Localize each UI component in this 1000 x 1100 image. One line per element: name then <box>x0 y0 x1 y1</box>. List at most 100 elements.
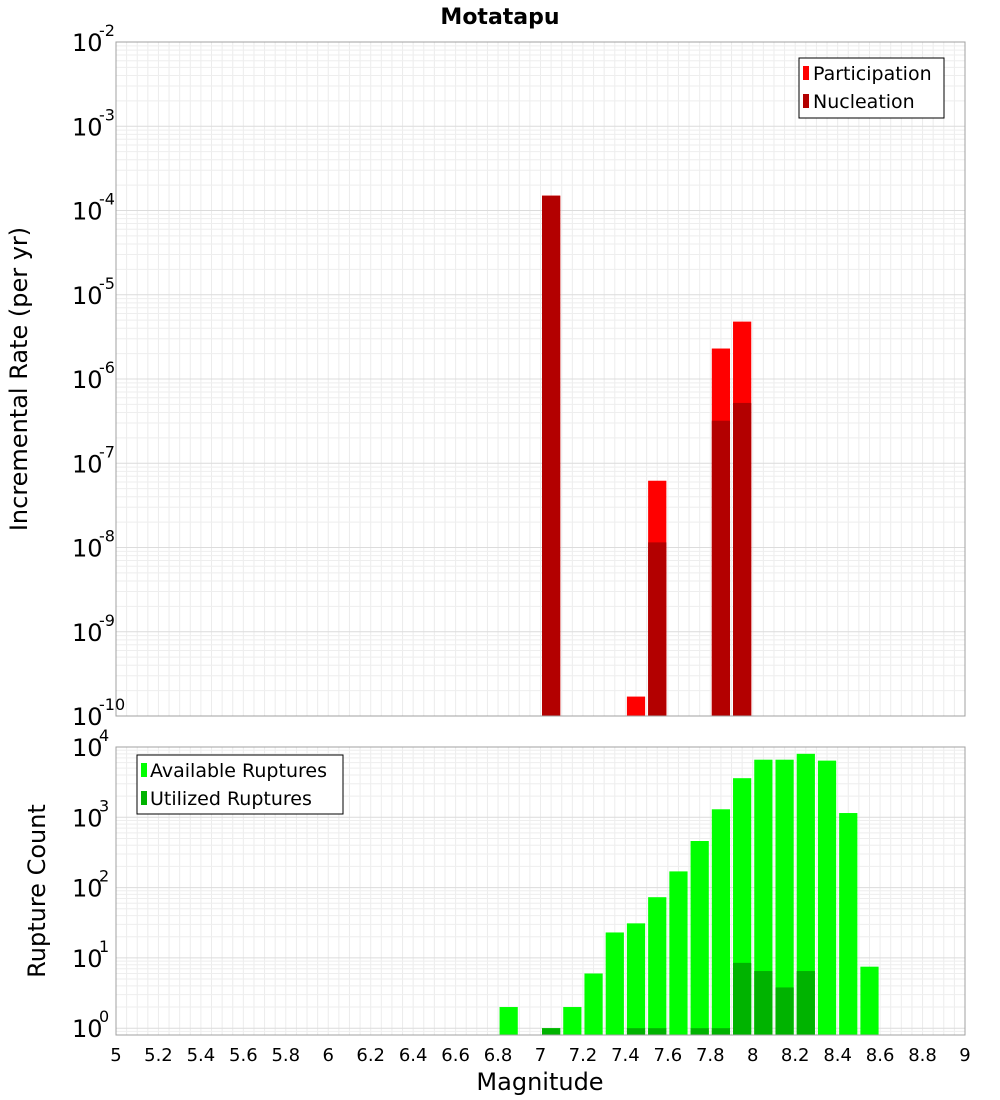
bottom-bar-utilized-ruptures <box>775 987 794 1035</box>
top-y-tick-label: 10-8 <box>72 527 115 563</box>
top-legend-box <box>798 57 945 119</box>
y-tick-exponent: -7 <box>99 442 115 461</box>
bottom-y-tick-label: 100 <box>72 1007 109 1043</box>
bottom-bar-available-ruptures <box>648 897 667 1035</box>
bottom-plot-frame <box>115 746 966 1036</box>
bottom-bar-utilized-ruptures <box>542 1028 561 1035</box>
bottom-legend: Available Ruptures Utilized Ruptures <box>136 754 344 815</box>
y-tick-base: 10 <box>72 945 103 973</box>
top-y-tick-label: 10-10 <box>72 695 125 731</box>
top-legend: Participation Nucleation <box>798 57 945 119</box>
bottom-y-tick-label: 102 <box>72 867 109 903</box>
x-tick-label: 6 <box>323 1045 334 1066</box>
y-tick-exponent: 3 <box>99 796 109 815</box>
top-y-tick-label: 10-2 <box>72 21 115 57</box>
top-y-tick-label: 10-9 <box>72 611 115 647</box>
x-tick-label: 7.4 <box>611 1045 640 1066</box>
y-tick-base: 10 <box>72 198 103 226</box>
x-tick-label: 5.4 <box>187 1045 216 1066</box>
bottom-bar-available-ruptures <box>796 753 815 1035</box>
y-tick-exponent: -3 <box>99 105 115 124</box>
x-tick-label: 8.2 <box>781 1045 810 1066</box>
bottom-bar-utilized-ruptures <box>796 971 815 1035</box>
x-tick-label: 6.2 <box>356 1045 385 1066</box>
bottom-bar-available-ruptures <box>499 1007 518 1035</box>
x-tick-labels: 5 5.2 5.4 5.6 5.8 6 6.2 6.4 6.6 6.8 7 7.2 7.4 7.6 7.8 8… <box>110 1045 970 1066</box>
bottom-bar-available-ruptures <box>711 809 731 1035</box>
bottom-bar-utilized-ruptures <box>754 971 773 1035</box>
top-plot-frame <box>115 41 966 717</box>
x-tick-label: 5.8 <box>271 1045 300 1066</box>
x-tick-label: 6.4 <box>399 1045 428 1066</box>
utilized-ruptures-legend-label: Utilized Ruptures <box>150 788 312 810</box>
top-plot-bars <box>542 195 752 716</box>
bottom-bar-available-ruptures <box>817 760 837 1035</box>
bottom-y-axis-title: Rupture Count <box>23 804 51 978</box>
bottom-plot-bars <box>499 753 879 1035</box>
top-bar-participation <box>626 696 646 716</box>
bottom-bar-utilized-ruptures <box>626 1028 646 1035</box>
x-tick-label: 8.4 <box>823 1045 852 1066</box>
y-tick-exponent: -6 <box>99 358 115 377</box>
y-tick-base: 10 <box>72 113 103 141</box>
y-tick-exponent: -5 <box>99 274 115 293</box>
x-tick-label: 9 <box>959 1045 970 1066</box>
y-tick-base: 10 <box>72 804 103 832</box>
chart-title: Motatapu <box>440 5 559 30</box>
x-tick-label: 7.2 <box>569 1045 598 1066</box>
top-y-tick-label: 10-4 <box>72 190 115 226</box>
y-tick-exponent: -2 <box>99 21 115 40</box>
bottom-bar-utilized-ruptures <box>711 1028 731 1035</box>
top-bar-nucleation <box>648 542 667 716</box>
bottom-bar-available-ruptures <box>860 966 879 1035</box>
top-plot-grid <box>116 41 965 717</box>
bottom-bar-available-ruptures <box>605 932 624 1035</box>
y-tick-base: 10 <box>72 703 103 731</box>
bottom-legend-box <box>136 754 344 815</box>
bottom-bar-available-ruptures <box>669 871 688 1035</box>
y-tick-exponent: -4 <box>99 190 115 209</box>
y-tick-exponent: 2 <box>99 867 109 886</box>
bottom-bar-available-ruptures <box>690 841 709 1035</box>
y-tick-base: 10 <box>72 1015 103 1043</box>
x-tick-label: 7.6 <box>654 1045 683 1066</box>
y-tick-base: 10 <box>72 875 103 903</box>
x-tick-label: 8.6 <box>866 1045 895 1066</box>
y-tick-base: 10 <box>72 366 103 394</box>
y-tick-base: 10 <box>72 282 103 310</box>
x-tick-label: 5.2 <box>144 1045 173 1066</box>
top-bar-nucleation <box>733 402 752 716</box>
y-tick-exponent: -10 <box>99 695 125 714</box>
nucleation-legend-label: Nucleation <box>813 91 915 113</box>
y-tick-exponent: 1 <box>99 937 109 956</box>
nucleation-legend-swatch <box>803 94 809 108</box>
x-tick-label: 7.8 <box>696 1045 725 1066</box>
top-y-tick-label: 10-6 <box>72 358 115 394</box>
bottom-bar-available-ruptures <box>626 923 646 1035</box>
bottom-bar-available-ruptures <box>563 1007 582 1035</box>
x-tick-label: 7 <box>535 1045 546 1066</box>
available-ruptures-legend-label: Available Ruptures <box>150 760 327 782</box>
x-tick-label: 8.8 <box>908 1045 937 1066</box>
x-tick-label: 5 <box>110 1045 121 1066</box>
bottom-bar-utilized-ruptures <box>733 962 752 1035</box>
x-tick-label: 6.8 <box>484 1045 513 1066</box>
top-y-tick-label: 10-5 <box>72 274 115 310</box>
top-y-tick-label: 10-7 <box>72 442 115 478</box>
x-axis-title: Magnitude <box>476 1068 603 1096</box>
y-tick-exponent: -8 <box>99 527 115 546</box>
y-tick-base: 10 <box>72 450 103 478</box>
y-tick-base: 10 <box>72 734 103 762</box>
utilized-ruptures-legend-swatch <box>141 791 147 805</box>
top-bar-nucleation <box>542 195 561 716</box>
y-tick-exponent: 0 <box>99 1007 109 1026</box>
bottom-bar-available-ruptures <box>754 759 773 1035</box>
x-tick-label: 6.6 <box>441 1045 470 1066</box>
bottom-y-tick-label: 103 <box>72 796 109 832</box>
participation-legend-label: Participation <box>813 63 932 85</box>
y-tick-base: 10 <box>72 535 103 563</box>
bottom-y-tick-label: 104 <box>72 726 109 762</box>
available-ruptures-legend-swatch <box>141 763 147 777</box>
